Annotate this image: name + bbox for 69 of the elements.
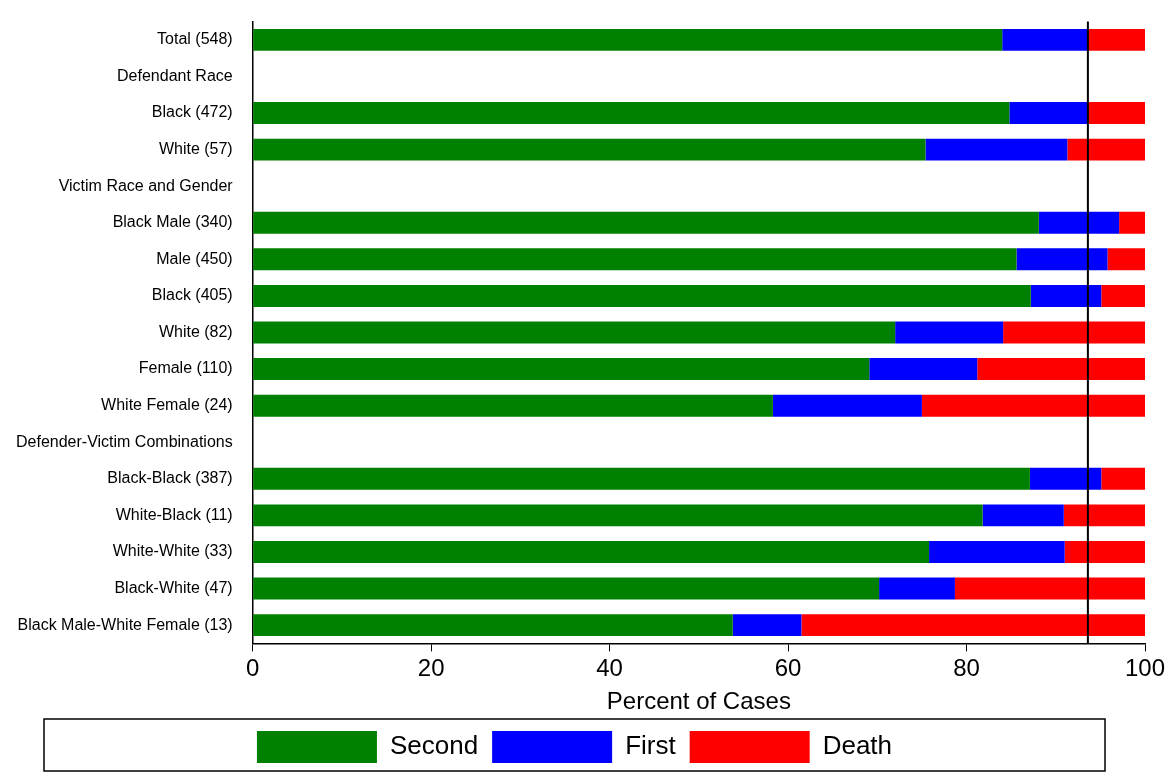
- bar: [869, 358, 978, 381]
- y-tick-label: Black (472): [151, 103, 233, 121]
- x-axis-title: Percent of Cases: [606, 687, 791, 715]
- bar: [1064, 540, 1145, 563]
- bar: [253, 540, 930, 563]
- y-tick-label: Female (110): [138, 359, 233, 377]
- bar: [253, 138, 926, 161]
- bar: [801, 614, 1145, 637]
- bar: [1038, 211, 1120, 234]
- bar: [253, 358, 870, 381]
- bar: [253, 321, 896, 344]
- y-tick-label: White (82): [158, 322, 233, 340]
- y-tick-label: White (57): [158, 140, 233, 158]
- y-tick-label: Black (405): [151, 286, 233, 304]
- x-tick-label: 60: [774, 654, 802, 682]
- x-tick-label: 80: [953, 654, 980, 682]
- bar: [253, 211, 1039, 234]
- bar: [253, 28, 1003, 51]
- y-tick-label: Victim Race and Gender: [58, 176, 234, 194]
- x-tick-label: 0: [246, 654, 260, 682]
- y-tick-label: Black Male (340): [112, 213, 233, 231]
- legend-label: First: [625, 730, 677, 761]
- bar: [925, 138, 1068, 161]
- bar: [895, 321, 1004, 344]
- legend-label: Death: [822, 730, 893, 761]
- bar: [253, 614, 733, 637]
- y-tick-label: Black-White (47): [114, 578, 233, 596]
- bar: [1002, 28, 1088, 51]
- y-tick-label: Male (450): [156, 249, 233, 267]
- bar: [1030, 284, 1102, 307]
- bar: [1101, 284, 1145, 307]
- bar: [732, 614, 802, 637]
- bar: [1087, 28, 1145, 51]
- bar: [977, 358, 1145, 381]
- bar: [982, 504, 1064, 527]
- y-tick-label: Defender-Victim Combinations: [16, 432, 233, 450]
- y-tick-label: Defendant Race: [117, 66, 233, 84]
- bar: [253, 284, 1031, 307]
- x-tick-label: 40: [596, 654, 623, 682]
- bar: [253, 504, 983, 527]
- bar: [921, 394, 1145, 417]
- legend-label: Second: [389, 730, 479, 761]
- bar: [1067, 138, 1145, 161]
- bar: [1107, 248, 1145, 271]
- bar: [1119, 211, 1145, 234]
- bar: [1029, 467, 1102, 490]
- bar: [253, 248, 1017, 271]
- bar: [954, 577, 1145, 600]
- bar: [1009, 102, 1088, 125]
- bar: [1003, 321, 1145, 344]
- y-tick-label: White-Black (11): [115, 505, 233, 523]
- bar: [1063, 504, 1145, 527]
- bar: [1087, 102, 1145, 125]
- x-tick-label: 100: [1124, 654, 1166, 682]
- y-tick-label: Total (548): [157, 30, 233, 48]
- bar: [879, 577, 955, 600]
- y-tick-label: Black Male-White Female (13): [17, 615, 233, 633]
- y-tick-label: Black-Black (387): [107, 469, 233, 487]
- x-tick-label: 20: [417, 654, 445, 682]
- bar: [772, 394, 922, 417]
- bar: [253, 467, 1030, 490]
- bar: [1016, 248, 1108, 271]
- bar: [1101, 467, 1145, 490]
- bar: [253, 577, 880, 600]
- bar: [253, 102, 1010, 125]
- bar: [253, 394, 773, 417]
- bar: [929, 540, 1065, 563]
- y-tick-label: White-White (33): [112, 542, 233, 560]
- y-tick-label: White Female (24): [101, 396, 233, 414]
